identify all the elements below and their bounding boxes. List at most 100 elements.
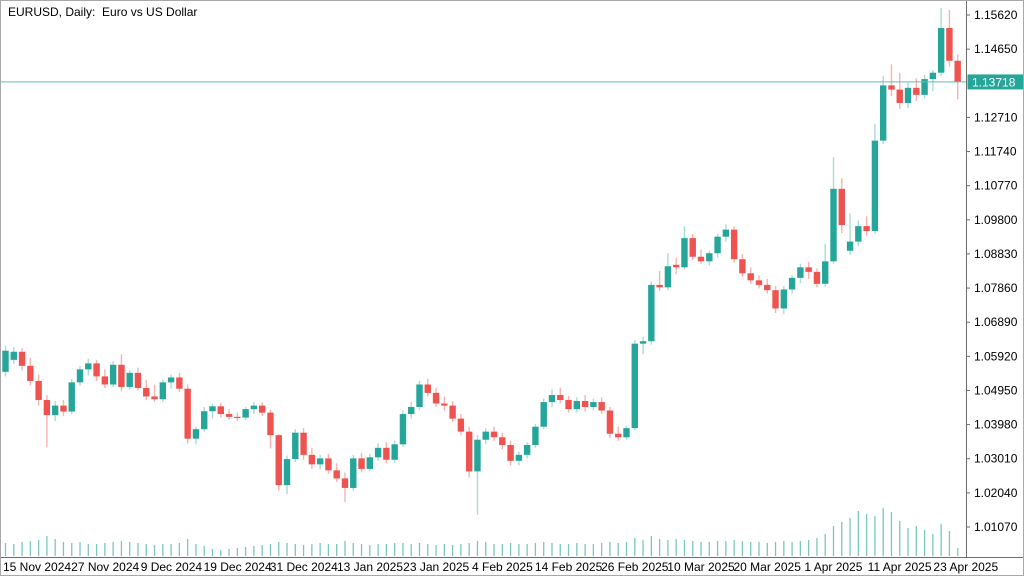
volume-bar: [394, 543, 396, 556]
volume-bar: [700, 542, 702, 556]
volume-bar: [71, 543, 73, 556]
price-axis-label: 1.07860: [974, 281, 1018, 295]
candle-body-down: [43, 399, 51, 416]
volume-bar: [824, 534, 826, 556]
price-axis-label: 1.03980: [974, 418, 1018, 432]
candle-body-down: [60, 405, 67, 412]
candle-body-up: [159, 382, 167, 400]
candle-body-down: [672, 264, 680, 268]
candle-body-down: [18, 351, 26, 366]
volume-bar: [211, 549, 214, 556]
volume-bar: [874, 516, 876, 556]
candle-body-down: [490, 431, 498, 438]
volume-bar: [129, 542, 131, 556]
volume-bar: [162, 544, 164, 556]
candle-body-up: [706, 253, 713, 262]
volume-bar: [551, 543, 553, 556]
candle-body-down: [225, 414, 233, 417]
volume-bar: [62, 542, 65, 556]
candle-body-down: [954, 60, 961, 82]
date-axis-label: 11 Apr 2025: [868, 560, 932, 574]
candle-body-up: [573, 401, 581, 410]
candle-body-down: [813, 271, 821, 284]
price-axis-label: 1.06890: [974, 315, 1018, 329]
candle-body-down: [217, 406, 224, 415]
candle-body-up: [648, 284, 655, 342]
candle-body-up: [2, 350, 9, 372]
candle-body-up: [780, 289, 788, 309]
volume-bar: [932, 534, 934, 556]
candle-body-up: [399, 414, 407, 445]
price-axis-label: 1.01070: [974, 520, 1018, 534]
volume-bar: [634, 538, 636, 556]
volume-bar: [261, 545, 263, 556]
candle-body-down: [838, 188, 845, 226]
candle-body-up: [871, 140, 879, 232]
candle-body-down: [118, 364, 125, 387]
candle-wick-down: [865, 216, 868, 236]
volume-bar: [601, 543, 603, 556]
candle-body-down: [606, 410, 614, 434]
candle-body-down: [341, 478, 349, 488]
volume-bar: [849, 518, 851, 556]
candle-body-up: [374, 447, 382, 458]
candle-body-up: [391, 444, 398, 460]
candle-body-down: [234, 416, 241, 419]
volume-bar: [493, 544, 495, 556]
candle-body-up: [126, 372, 133, 387]
date-axis-label: 15 Nov 2024: [3, 560, 71, 574]
candle-body-down: [134, 372, 142, 388]
volume-bar: [890, 512, 893, 556]
candle-body-up: [797, 267, 804, 278]
candle-body-up: [51, 405, 59, 416]
volume-bar: [302, 545, 305, 556]
volume-bar: [832, 526, 835, 556]
volume-bar: [4, 543, 7, 556]
candle-body-down: [772, 290, 779, 309]
volume-bar: [948, 531, 951, 556]
candle-body-up: [85, 363, 92, 370]
candle-body-down: [184, 388, 191, 439]
candle-body-up: [548, 395, 556, 403]
volume-bar: [957, 548, 959, 556]
candle-body-down: [358, 458, 365, 469]
candle-body-up: [250, 405, 258, 410]
volume-bar: [940, 524, 942, 556]
candle-body-up: [482, 431, 489, 440]
candle-body-up: [532, 426, 539, 446]
candle-body-down: [913, 87, 920, 95]
candle-body-up: [292, 432, 299, 460]
volume-bar: [783, 541, 785, 556]
candle-body-down: [888, 85, 895, 90]
candle-body-up: [408, 407, 415, 415]
volume-bar: [21, 542, 23, 556]
price-axis-label: 1.04950: [974, 383, 1018, 397]
volume-bar: [692, 541, 694, 556]
volume-bar: [758, 542, 760, 556]
candle-body-up: [822, 261, 829, 284]
volume-bar: [468, 543, 470, 556]
candle-body-up: [631, 343, 638, 429]
date-axis-label: 23 Apr 2025: [933, 560, 998, 574]
candle-body-up: [68, 382, 75, 412]
volume-bar: [733, 540, 735, 556]
volume-bar: [95, 544, 98, 556]
candle-body-up: [590, 402, 597, 408]
candle-body-up: [242, 409, 249, 418]
current-price-label-box: [967, 74, 1023, 90]
volume-bar: [87, 544, 89, 556]
volume-bar: [518, 544, 520, 556]
volume-bar: [195, 544, 197, 556]
volume-bar: [741, 541, 744, 556]
volume-bar: [526, 544, 528, 556]
volume-bar: [79, 542, 81, 556]
price-axis-label: 1.09800: [974, 213, 1018, 227]
candle-body-down: [656, 284, 663, 288]
price-axis-label: 1.05920: [974, 349, 1018, 363]
volume-bar: [236, 548, 238, 556]
volume-bar: [509, 543, 512, 556]
volume-bar: [451, 545, 454, 556]
candle-body-down: [267, 412, 274, 436]
date-axis-label: 13 Jan 2025: [337, 560, 403, 574]
